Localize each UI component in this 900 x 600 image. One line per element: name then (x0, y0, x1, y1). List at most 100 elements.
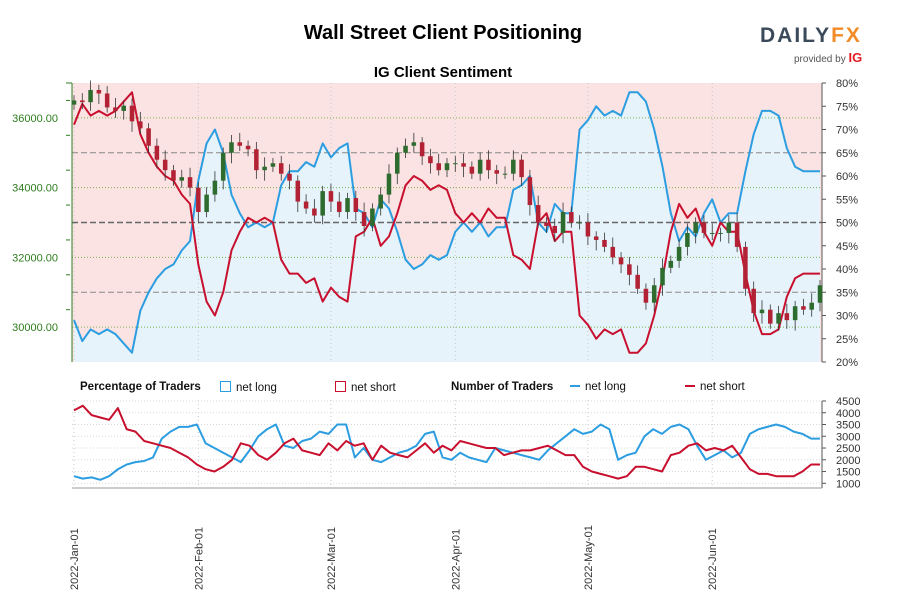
candle-body (660, 267, 665, 286)
count-tick-label: 4000 (836, 408, 860, 420)
candle-body (411, 142, 417, 146)
candle-body (569, 212, 574, 223)
candle-body (651, 285, 657, 303)
x-tick-label: 2022-Mar-01 (326, 527, 338, 590)
candle-body (113, 107, 118, 111)
candle-body (535, 205, 541, 223)
candle-body (204, 194, 209, 213)
candle-body (254, 149, 259, 171)
price-tick-label: 34000.00 (12, 183, 58, 195)
candle-body (469, 166, 475, 174)
candle-body (121, 105, 126, 111)
legend-num-long-swatch (570, 385, 580, 387)
candle-body (312, 208, 317, 216)
count-tick-label: 3500 (836, 420, 860, 432)
x-tick-label: 2022-Jun-01 (707, 528, 719, 590)
candle-body (370, 208, 375, 226)
candle-body (709, 232, 715, 234)
candle-body (610, 246, 616, 258)
candle-body (585, 222, 591, 237)
candle-body (718, 232, 723, 234)
legend-pct-short-text: net short (351, 382, 396, 394)
pct-tick-label: 55% (836, 194, 858, 206)
count-tick-label: 2000 (836, 455, 860, 467)
candle-body (278, 163, 284, 174)
legend-pct-short: net short (335, 381, 396, 394)
legend-short-swatch (335, 381, 346, 392)
candle-body (502, 173, 508, 175)
candle-body (486, 159, 491, 171)
candle-body (320, 191, 325, 216)
logo-provided-by: provided by IG (794, 50, 870, 65)
candle-body (245, 145, 251, 150)
candle-body (295, 180, 301, 202)
price-tick-label: 32000.00 (12, 252, 58, 264)
candle-body (212, 180, 218, 195)
candle-body (287, 173, 292, 181)
candle-body (776, 313, 781, 324)
candle-body (403, 145, 408, 153)
candle-body (303, 201, 309, 209)
candle-body (229, 142, 234, 153)
candle-body (386, 173, 392, 195)
candle-body (71, 100, 77, 105)
candle-body (88, 89, 93, 103)
candle-body (627, 264, 632, 275)
candle-body (511, 159, 516, 174)
candle-body (179, 177, 185, 181)
pct-tick-label: 80% (836, 78, 858, 90)
candle-body (237, 142, 243, 146)
candle-body (328, 191, 334, 202)
candle-body (494, 170, 499, 174)
logo-provided-text: provided by (794, 54, 846, 65)
legend-num-short-text: net short (700, 381, 745, 393)
candle-body (552, 225, 558, 233)
logo-wordmark: DAILYFX (760, 24, 870, 48)
candle-body (220, 152, 226, 181)
pct-tick-label: 30% (836, 311, 858, 323)
legend-num-long: net long (570, 381, 626, 393)
candle-body (676, 246, 682, 261)
pct-tick-label: 60% (836, 171, 858, 183)
candle-body (685, 232, 690, 247)
candle-body (162, 159, 168, 171)
candle-body (817, 285, 823, 303)
count-tick-label: 3000 (836, 431, 860, 443)
candle-body (270, 163, 276, 167)
logo-fx: FX (831, 24, 862, 47)
candle-body (668, 260, 674, 268)
candle-body (801, 306, 806, 310)
candle-body (187, 177, 193, 188)
x-tick-label: 2022-Jan-01 (69, 528, 81, 590)
logo-daily: DAILY (760, 24, 832, 47)
candle-body (477, 159, 483, 174)
candle-body (784, 313, 790, 321)
candle-body (436, 163, 441, 171)
candle-body (395, 152, 400, 174)
pct-short-line (73, 91, 820, 354)
pct-tick-label: 45% (836, 241, 858, 253)
candle-body (96, 89, 102, 94)
x-tick-label: 2022-Feb-01 (193, 527, 205, 590)
count-short-line (73, 404, 820, 480)
candle-body (154, 145, 160, 160)
dailyfx-logo: DAILYFX provided by IG (760, 24, 870, 65)
count-tick-label: 1000 (836, 478, 860, 490)
candle-body (643, 288, 649, 303)
candle-body (104, 93, 110, 108)
legend-num-label: Number of Traders (451, 381, 554, 393)
candle-body (726, 222, 732, 233)
candle-body (734, 222, 740, 247)
candle-body (560, 212, 566, 233)
candle-body (138, 121, 143, 129)
candle-body (129, 105, 135, 122)
price-tick-label: 30000.00 (12, 322, 58, 334)
count-tick-label: 1500 (836, 467, 860, 479)
candle-body (345, 198, 350, 213)
candle-body (519, 159, 524, 178)
legend-num-long-text: net long (585, 381, 626, 393)
candle-body (146, 128, 151, 146)
pct-tick-label: 50% (836, 218, 858, 230)
page-title: Wall Street Client Positioning (303, 22, 583, 44)
count-tick-label: 2500 (836, 443, 860, 455)
